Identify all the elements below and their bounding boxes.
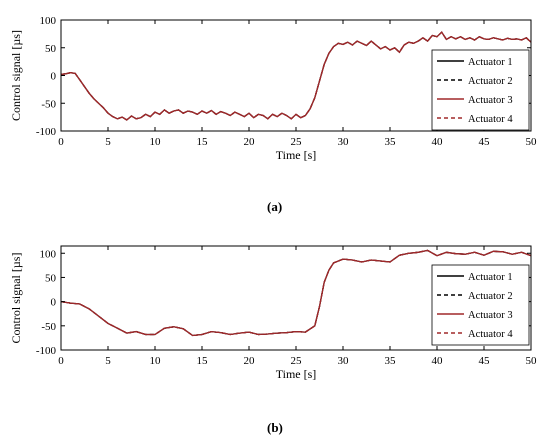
y-tick-label: -50 xyxy=(41,98,56,110)
x-tick-label: 30 xyxy=(338,136,350,148)
caption-a: (a) xyxy=(267,199,283,214)
legend-box xyxy=(431,49,530,131)
caption-b: (b) xyxy=(267,420,283,435)
series-line-4 xyxy=(60,31,532,121)
x-tick-label: 35 xyxy=(385,136,397,148)
y-tick-label: 0 xyxy=(51,71,57,83)
x-tick-label: 10 xyxy=(150,136,162,148)
legend: Actuator 1 Actuator 2 Actuator 3 Actuator 4 xyxy=(431,264,530,346)
legend-box xyxy=(431,264,530,346)
series-line-4 xyxy=(60,249,532,337)
x-tick-label: 50 xyxy=(526,136,538,148)
legend-entry-1: Actuator 1 xyxy=(468,272,513,283)
y-tick-label: 100 xyxy=(40,248,57,260)
y-tick-label: -100 xyxy=(36,126,57,138)
legend-entry-2: Actuator 2 xyxy=(468,76,513,87)
y-axis-label: Control signal [µs] xyxy=(9,30,23,121)
x-tick-label: 15 xyxy=(197,136,209,148)
y-tick-label: 50 xyxy=(45,43,57,55)
x-tick-label: 40 xyxy=(432,355,444,367)
x-tick-label: 45 xyxy=(479,136,491,148)
legend-entry-3: Actuator 3 xyxy=(468,310,513,321)
legend-entry-4: Actuator 4 xyxy=(468,114,513,125)
chart-panel-2: 0 5 10 15 20 25 30 35 40 45 50 -100 -50 0 50 100 Time [s… xyxy=(9,245,538,381)
x-tick-label: 35 xyxy=(385,355,397,367)
x-tick-label: 5 xyxy=(105,136,111,148)
legend-entry-2: Actuator 2 xyxy=(468,291,513,302)
y-tick-label: 0 xyxy=(51,297,57,309)
x-tick-label: 45 xyxy=(479,355,491,367)
legend-entry-4: Actuator 4 xyxy=(468,329,513,340)
x-tick-label: 20 xyxy=(244,136,256,148)
x-tick-label: 25 xyxy=(291,355,303,367)
legend-entry-3: Actuator 3 xyxy=(468,95,513,106)
y-tick-label: -100 xyxy=(36,345,57,357)
x-tick-label: 40 xyxy=(432,136,444,148)
x-axis-label: Time [s] xyxy=(276,148,317,162)
x-tick-label: 10 xyxy=(150,355,162,367)
x-tick-label: 0 xyxy=(58,136,64,148)
x-tick-label: 25 xyxy=(291,136,303,148)
chart-panel-1: 0 5 10 15 20 25 30 35 40 45 50 -100 -50 0 50 100 Time [s… xyxy=(9,15,537,162)
y-tick-label: 100 xyxy=(40,15,57,27)
x-tick-label: 20 xyxy=(244,355,256,367)
x-tick-label: 15 xyxy=(197,355,209,367)
y-tick-label: 50 xyxy=(45,272,57,284)
legend: Actuator 1 Actuator 2 Actuator 3 Actuator 4 xyxy=(431,49,530,131)
x-tick-label: 50 xyxy=(526,355,538,367)
y-axis-label: Control signal [µs] xyxy=(9,253,23,344)
legend-entry-1: Actuator 1 xyxy=(468,57,513,68)
x-axis-label: Time [s] xyxy=(276,367,317,381)
x-tick-label: 0 xyxy=(58,355,64,367)
x-tick-label: 30 xyxy=(338,355,350,367)
y-tick-label: -50 xyxy=(41,321,56,333)
x-tick-label: 5 xyxy=(105,355,111,367)
